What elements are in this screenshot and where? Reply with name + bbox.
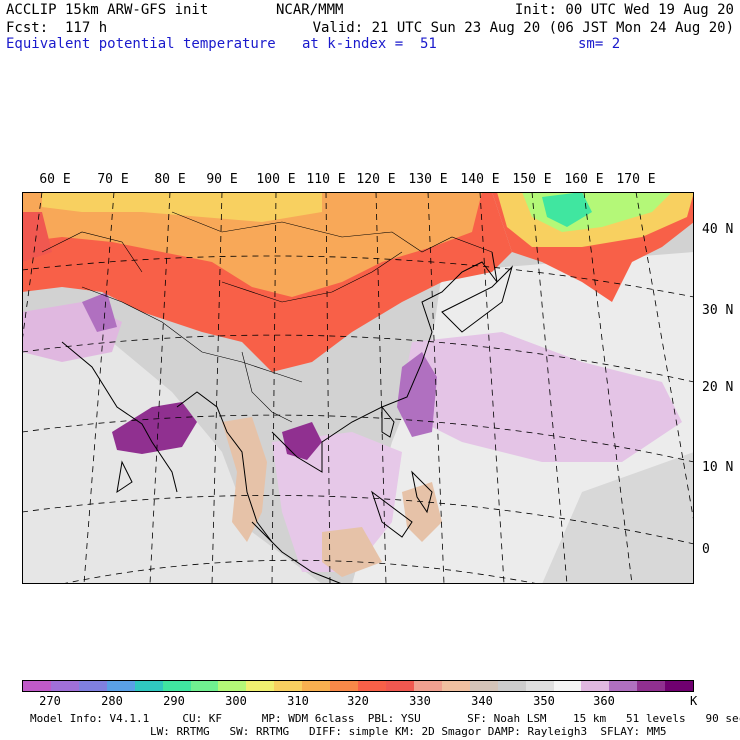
field-patch — [22, 192, 482, 297]
colorbar-swatch — [302, 681, 331, 691]
valid-time: Valid: 21 UTC Sun 23 Aug 20 (06 JST Mon … — [312, 20, 734, 36]
model-level: at k-index = 51 — [302, 36, 437, 52]
colorbar-swatch — [637, 681, 666, 691]
land-patch — [322, 527, 382, 577]
country-borders — [41, 211, 493, 423]
colorbar-swatch — [246, 681, 275, 691]
lon-label: 60 E — [39, 172, 71, 187]
field-patch — [22, 212, 52, 262]
field-patch — [42, 192, 322, 222]
smoothing-value: sm= 2 — [578, 36, 621, 52]
colorbar-swatch — [358, 681, 386, 691]
colorbar-swatch — [218, 681, 247, 691]
colorbar-swatch — [469, 681, 498, 691]
field-patch — [82, 292, 117, 332]
lat-label: 30 N — [702, 303, 734, 318]
land-patch — [222, 417, 267, 542]
land-patch — [402, 482, 442, 542]
field-patch — [542, 452, 694, 584]
lat-label: 40 N — [702, 222, 734, 237]
colorbar-swatch — [441, 681, 470, 691]
colorbar-swatch — [106, 681, 135, 691]
colorbar-tick: 350 — [533, 694, 555, 708]
lat-label: 20 N — [702, 380, 734, 395]
colorbar-swatch — [553, 681, 582, 691]
field-patch — [402, 332, 682, 462]
colorbar-swatch — [274, 681, 303, 691]
colorbar-tick: 310 — [287, 694, 309, 708]
longitude-labels: 60 E 70 E 80 E 90 E 100 E 110 E 120 E 13… — [0, 172, 740, 188]
colorbar-swatch — [665, 681, 694, 691]
colorbar-tick: 320 — [347, 694, 369, 708]
field-patch — [542, 192, 592, 227]
colorbar-tick: 360 — [593, 694, 615, 708]
colorbar-swatch — [330, 681, 359, 691]
lon-label: 80 E — [154, 172, 186, 187]
colorbar-tick: 280 — [101, 694, 123, 708]
colorbar-tick: 270 — [39, 694, 61, 708]
lat-label: 10 N — [702, 460, 734, 475]
lon-label: 170 E — [616, 172, 656, 187]
colorbar-swatch — [581, 681, 610, 691]
model-info-line2: LW: RRTMG SW: RRTMG DIFF: simple KM: 2D … — [150, 725, 667, 738]
theta-e-map — [22, 192, 694, 584]
lon-label: 150 E — [512, 172, 552, 187]
field-name: Equivalent potential temperature — [6, 36, 276, 52]
lon-label: 90 E — [206, 172, 238, 187]
lon-label: 140 E — [460, 172, 500, 187]
colorbar-swatch — [50, 681, 79, 691]
field-patch — [282, 422, 322, 460]
colorbar-tick: 340 — [471, 694, 493, 708]
colorbar-swatch — [134, 681, 163, 691]
colorbar-swatch — [162, 681, 191, 691]
colorbar-swatch — [497, 681, 526, 691]
lon-label: 160 E — [564, 172, 604, 187]
field-patch — [397, 352, 437, 437]
colorbar-swatch — [385, 681, 414, 691]
colorbar-swatch — [413, 681, 442, 691]
model-info-line1: Model Info: V4.1.1 CU: KF MP: WDM 6class… — [30, 712, 740, 725]
colorbar-swatch — [23, 681, 51, 691]
colorbar-swatch — [609, 681, 638, 691]
colorbar-tick: 290 — [163, 694, 185, 708]
field-patch — [272, 432, 402, 572]
colorbar-swatch — [525, 681, 554, 691]
lon-label: 100 E — [256, 172, 296, 187]
model-title: ACCLIP 15km ARW-GFS init — [6, 2, 209, 18]
colorbar-unit: K — [690, 694, 698, 708]
forecast-hour: Fcst: 117 h — [6, 20, 108, 36]
lon-label: 70 E — [97, 172, 129, 187]
coastlines — [61, 251, 514, 584]
lat-label: 0 — [702, 542, 710, 557]
init-time: Init: 00 UTC Wed 19 Aug 20 — [514, 2, 734, 18]
organization-label: NCAR/MMM — [276, 2, 344, 18]
colorbar-swatch — [78, 681, 107, 691]
colorbar-tick: 300 — [225, 694, 247, 708]
graticule — [22, 192, 694, 584]
lon-label: 110 E — [306, 172, 346, 187]
colorbar-tick: 330 — [409, 694, 431, 708]
colorbar-swatch — [190, 681, 219, 691]
map-frame — [22, 192, 694, 584]
lon-label: 130 E — [408, 172, 448, 187]
field-patch — [112, 402, 197, 454]
colorbar — [22, 680, 694, 692]
lon-label: 120 E — [356, 172, 396, 187]
